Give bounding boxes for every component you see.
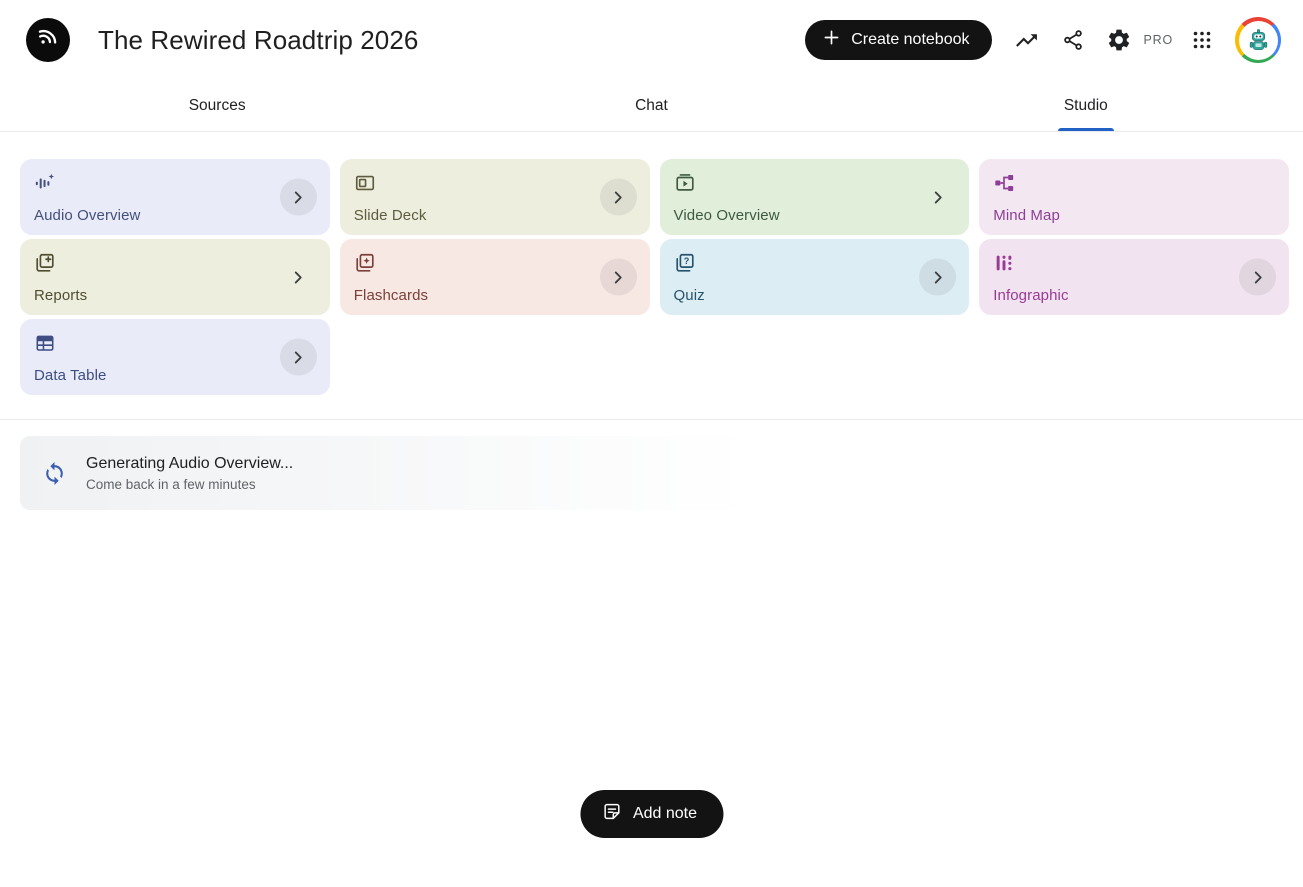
studio-card-data-table[interactable]: Data Table: [20, 319, 330, 395]
studio-card-reports[interactable]: Reports: [20, 239, 330, 315]
tab-chat[interactable]: Chat: [635, 96, 668, 114]
studio-card-label: Mind Map: [993, 207, 1060, 224]
studio-card-label: Data Table: [34, 367, 107, 384]
audio-overview-icon: [34, 172, 56, 194]
studio-card-mind-map[interactable]: Mind Map: [979, 159, 1289, 235]
flashcards-icon: [354, 252, 376, 274]
studio-card-label: Flashcards: [353, 287, 429, 304]
header: The Rewired Roadtrip 2026 Create noteboo…: [0, 0, 1303, 80]
create-notebook-button[interactable]: Create notebook: [805, 20, 992, 60]
video-overview-icon: [674, 172, 696, 194]
quiz-icon: ?: [674, 252, 696, 274]
sync-spinner-icon: [42, 461, 67, 486]
chevron-right-icon[interactable]: [599, 178, 637, 216]
studio-card-label: Audio Overview: [34, 207, 141, 224]
apps-grid-icon[interactable]: [1179, 20, 1225, 60]
account-avatar[interactable]: [1235, 17, 1281, 63]
status-text: Generating Audio Overview... Come back i…: [86, 455, 293, 492]
share-icon[interactable]: [1050, 20, 1096, 60]
status-title: Generating Audio Overview...: [86, 454, 294, 472]
studio-card-slide-deck[interactable]: Slide Deck: [339, 159, 650, 235]
svg-text:?: ?: [683, 256, 689, 266]
chevron-right-icon[interactable]: [279, 178, 317, 216]
section-divider: [0, 419, 1303, 420]
header-actions: Create notebook PRO: [805, 17, 1281, 63]
notebooklm-logo-icon: [35, 24, 62, 56]
studio-card-flashcards[interactable]: Flashcards: [339, 239, 650, 315]
slide-deck-icon: [354, 172, 376, 194]
studio-card-audio-overview[interactable]: Audio Overview: [20, 159, 330, 235]
chevron-right-icon[interactable]: [1239, 258, 1276, 296]
data-table-icon: [34, 332, 56, 354]
tab-studio[interactable]: Studio: [869, 80, 1303, 131]
analytics-trending-icon[interactable]: [1004, 20, 1050, 60]
studio-card-label: Reports: [34, 287, 88, 304]
avatar-robot-image: [1238, 20, 1278, 60]
studio-card-label: Quiz: [673, 287, 705, 304]
plus-icon: [821, 27, 842, 53]
create-notebook-label: Create notebook: [851, 31, 970, 48]
reports-icon: [34, 252, 56, 274]
add-note-label: Add note: [632, 805, 698, 822]
status-subtitle: Come back in a few minutes: [86, 476, 256, 492]
notebooklm-logo[interactable]: [26, 18, 70, 62]
studio-panel: Audio Overview Slide Deck Video Overview Mi…: [0, 159, 1303, 838]
studio-card-label: Slide Deck: [353, 207, 427, 224]
chevron-right-icon[interactable]: [599, 258, 637, 296]
studio-card-quiz[interactable]: ? Quiz: [659, 239, 970, 315]
studio-card-video-overview[interactable]: Video Overview: [659, 159, 970, 235]
generation-status-card: Generating Audio Overview... Come back i…: [20, 436, 750, 510]
add-note-button[interactable]: Add note: [579, 790, 724, 838]
tab-bar: Sources Chat Studio: [0, 80, 1303, 132]
infographic-icon: [993, 252, 1015, 274]
chevron-right-icon[interactable]: [280, 259, 317, 296]
settings-gear-icon[interactable]: [1096, 20, 1142, 60]
studio-card-infographic[interactable]: Infographic: [979, 239, 1289, 315]
chevron-right-icon[interactable]: [919, 179, 956, 216]
tab-sources[interactable]: Sources: [188, 96, 246, 114]
pro-badge: PRO: [1143, 33, 1173, 47]
studio-card-label: Video Overview: [673, 207, 780, 224]
notebook-title[interactable]: The Rewired Roadtrip 2026: [98, 24, 419, 55]
chevron-right-icon[interactable]: [919, 258, 957, 296]
mind-map-icon: [993, 172, 1015, 194]
studio-card-label: Infographic: [993, 287, 1069, 304]
studio-tools-grid: Audio Overview Slide Deck Video Overview Mi…: [0, 159, 1303, 395]
chevron-right-icon[interactable]: [279, 338, 317, 376]
note-icon: [601, 801, 622, 827]
